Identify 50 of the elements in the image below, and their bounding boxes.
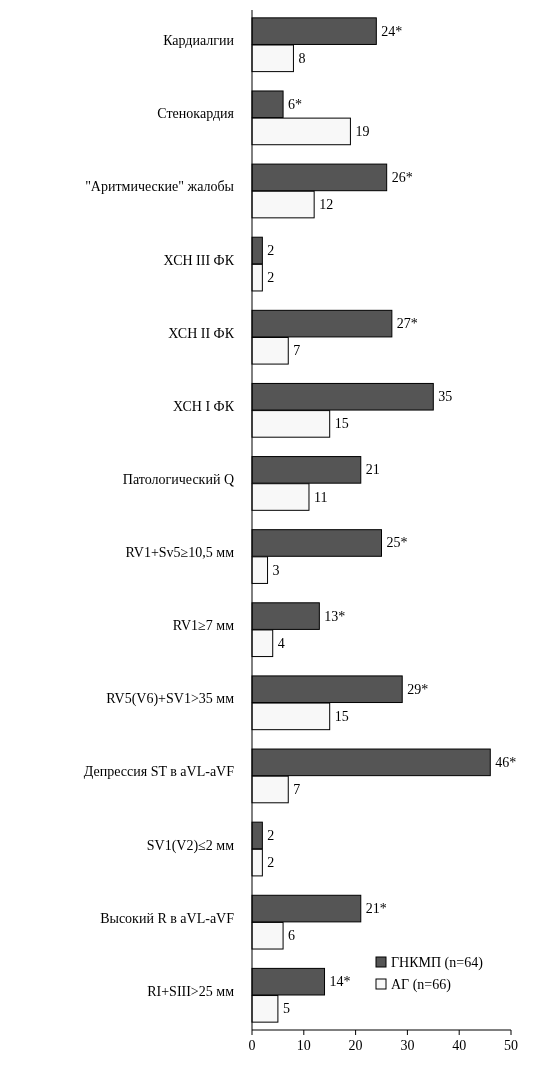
data-label: 2 — [267, 827, 275, 843]
x-tick-label: 20 — [348, 1038, 363, 1053]
data-label: 12 — [319, 197, 334, 213]
y-tick-label: ХСН III ФК — [163, 252, 235, 268]
data-label: 3 — [272, 562, 280, 578]
data-label: 4 — [277, 635, 285, 651]
y-tick-label: RV1+Sv5≥10,5 мм — [125, 545, 235, 561]
data-label: 15 — [334, 416, 349, 432]
data-label: 27* — [396, 316, 418, 332]
y-tick-label: Патологический Q — [122, 471, 234, 487]
legend-label: АГ (n=66) — [391, 976, 452, 993]
y-tick-label: Стенокардия — [157, 106, 235, 122]
y-tick-label: RI+SIII>25 мм — [147, 983, 235, 999]
y-tick-label: "Аритмические" жалобы — [85, 179, 235, 195]
data-label: 24* — [381, 23, 403, 39]
x-tick-label: 0 — [248, 1038, 256, 1053]
data-label: 6 — [288, 928, 296, 944]
x-tick-label: 10 — [296, 1038, 311, 1053]
data-label: 14* — [329, 974, 351, 990]
data-label: 19 — [355, 123, 370, 139]
data-label: 5 — [282, 1001, 290, 1017]
y-tick-label: Высокий R в aVL-aVF — [100, 910, 235, 926]
data-label: 2 — [267, 270, 275, 286]
data-label: 8 — [298, 50, 306, 66]
data-label: 21 — [365, 462, 380, 478]
data-label: 25* — [386, 535, 408, 551]
data-label: 15 — [334, 708, 349, 724]
data-label: 29* — [407, 681, 429, 697]
y-tick-label: ХСН I ФК — [172, 398, 235, 414]
y-tick-label: Кардиалгии — [163, 33, 235, 49]
y-tick-label: Депрессия ST в aVL-aVF — [83, 764, 235, 780]
data-label: 6* — [288, 96, 303, 112]
y-tick-label: SV1(V2)≤2 мм — [146, 837, 235, 854]
y-tick-label: RV1≥7 мм — [172, 618, 235, 634]
legend-label: ГНКМП (n=64) — [391, 954, 484, 971]
data-label: 11 — [313, 489, 328, 505]
x-tick-label: 30 — [400, 1038, 415, 1053]
data-label: 46* — [495, 754, 517, 770]
data-label: 2 — [267, 855, 275, 871]
y-tick-label: ХСН II ФК — [168, 325, 235, 341]
data-label: 13* — [324, 608, 346, 624]
data-label: 7 — [293, 781, 301, 797]
data-label: 2 — [267, 243, 275, 259]
y-tick-label: RV5(V6)+SV1>35 мм — [106, 691, 235, 708]
data-label: 21* — [365, 901, 387, 917]
data-label: 26* — [391, 169, 413, 185]
x-tick-label: 40 — [452, 1038, 467, 1053]
data-label: 7 — [293, 343, 301, 359]
data-label: 35 — [438, 389, 453, 405]
x-tick-label: 50 — [504, 1038, 518, 1053]
